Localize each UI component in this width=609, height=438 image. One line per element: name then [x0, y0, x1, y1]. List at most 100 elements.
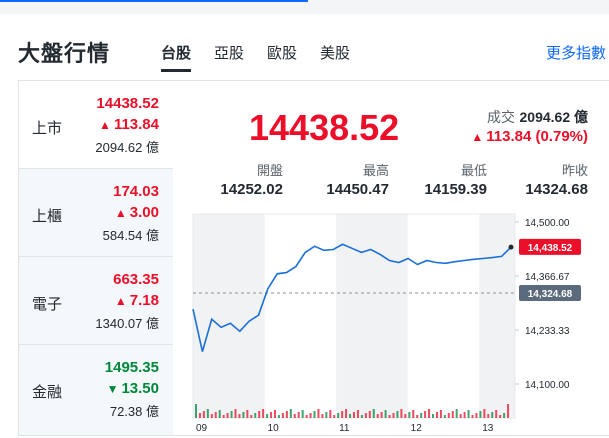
index-change-value: 13.50: [121, 380, 159, 397]
stat-label: 昨收: [561, 164, 588, 179]
index-price: 14438.52: [96, 95, 159, 112]
volume-bar: [250, 415, 253, 418]
index-price: 663.35: [113, 271, 159, 288]
stat-open: 開盤 14252.02: [213, 160, 283, 198]
stat-value: 14324.68: [525, 181, 588, 198]
index-volume: 584.54 億: [102, 228, 159, 243]
prev-close-tag: [519, 285, 581, 302]
x-tick-label: 11: [339, 423, 350, 434]
volume-bar: [368, 411, 371, 418]
index-detail: 14438.52 成交 2094.62 億 ▲ 113.84 (0.79%) 開盤…: [173, 81, 609, 435]
up-triangle-icon: ▲: [114, 294, 127, 308]
volume-bar: [507, 404, 510, 418]
stat-value: 14252.02: [220, 181, 283, 198]
hour-band: [336, 214, 408, 418]
volume-bar: [305, 415, 308, 418]
volume-bar: [392, 413, 395, 418]
volume-bar: [487, 414, 490, 418]
index-name: 金融: [32, 383, 63, 401]
y-tick-label: 14,233.33: [525, 326, 570, 337]
y-tick-label: 14,100.00: [525, 380, 570, 391]
volume-line: 成交 2094.62 億: [487, 107, 588, 127]
prev-close-tag-label: 14,324.68: [528, 289, 573, 300]
volume-bar: [432, 414, 434, 418]
tab-us[interactable]: 美股: [320, 44, 351, 62]
volume-bar: [254, 413, 257, 418]
volume-bar: [337, 413, 340, 418]
current-price-tag: [519, 238, 581, 255]
volume-label: 成交: [487, 110, 516, 126]
volume-bar: [246, 410, 249, 418]
index-change: ▼ 13.50: [107, 380, 159, 397]
stat-value: 14450.47: [326, 181, 389, 198]
volume-bar: [218, 410, 221, 418]
index-change: ▲ 113.84: [99, 116, 159, 133]
index-change-value: 7.18: [129, 292, 159, 309]
volume-bar: [356, 410, 359, 418]
stat-label: 最低: [460, 164, 487, 179]
volume-bar: [424, 411, 427, 418]
volume-bar: [475, 413, 478, 418]
volume-bar: [242, 412, 245, 418]
volume-bar: [499, 415, 502, 418]
volume-bar: [329, 410, 332, 418]
up-triangle-icon: ▲: [114, 206, 127, 220]
volume-bar: [309, 413, 312, 418]
volume-bar: [364, 413, 367, 418]
volume-bar: [400, 409, 403, 418]
volume-bar: [313, 411, 316, 418]
tab-europe[interactable]: 歐股: [267, 44, 298, 62]
sidebar-item-finance[interactable]: 金融 1495.35 ▼ 13.50 72.38 億: [19, 345, 173, 435]
volume-bar: [455, 409, 458, 418]
volume-bar: [412, 410, 415, 418]
volume-bar: [439, 410, 442, 418]
volume-bar: [471, 415, 474, 418]
volume-bar: [380, 412, 383, 418]
index-change-value: 3.00: [129, 204, 159, 221]
volume-value: 2094.62 億: [519, 109, 589, 125]
sidebar-item-electronics[interactable]: 電子 663.35 ▲ 7.18 1340.07 億: [19, 257, 173, 345]
intraday-chart-svg: 14,500.00 14,366.67 14,233.33 14,100.00 09 10…: [192, 213, 581, 434]
intraday-chart[interactable]: 14,500.00 14,366.67 14,233.33 14,100.00 09 10…: [173, 206, 609, 435]
stat-value: 14159.39: [424, 181, 487, 198]
index-change: ▲ 3.00: [115, 204, 159, 221]
volume-bar: [281, 413, 284, 418]
top-nav-bar: [0, 0, 609, 14]
down-triangle-icon: ▼: [106, 382, 119, 396]
hour-band: [193, 214, 265, 418]
more-indices-link[interactable]: 更多指數: [545, 44, 606, 62]
current-price: 14438.52: [249, 107, 400, 148]
volume-bar: [416, 415, 419, 418]
sidebar-item-listed[interactable]: 上市 14438.52 ▲ 113.84 2094.62 億: [19, 81, 173, 169]
index-change: ▲ 7.18: [115, 292, 159, 309]
volume-bar: [349, 414, 352, 418]
sidebar-item-otc[interactable]: 上櫃 174.03 ▲ 3.00 584.54 億: [19, 169, 173, 257]
volume-bar: [274, 410, 276, 418]
tab-tw[interactable]: 台股: [161, 42, 192, 72]
volume-bar: [428, 409, 431, 418]
volume-bar: [503, 413, 506, 418]
volume-bar: [495, 410, 498, 418]
index-sidebar: 上市 14438.52 ▲ 113.84 2094.62 億 上櫃 174.03 …: [19, 81, 173, 435]
volume-bar: [238, 414, 241, 418]
index-volume: 72.38 億: [109, 404, 159, 419]
volume-bar: [447, 413, 450, 418]
volume-bar: [463, 412, 466, 418]
index-name: 上市: [32, 119, 63, 137]
volume-bar: [404, 414, 407, 418]
volume-bar: [206, 409, 209, 418]
x-tick-label: 10: [268, 423, 280, 434]
y-tick-label: 14,500.00: [525, 218, 570, 229]
up-triangle-icon: ▲: [99, 118, 111, 132]
volume-bar: [384, 410, 387, 418]
volume-bar: [360, 415, 363, 418]
tab-asia[interactable]: 亞股: [214, 44, 245, 62]
volume-bar: [277, 415, 280, 418]
volume-bar: [467, 410, 470, 418]
up-triangle-icon: ▲: [471, 130, 484, 144]
volume-bar: [285, 411, 288, 418]
x-tick-label: 09: [196, 423, 208, 434]
page-title: 大盤行情: [18, 42, 111, 67]
volume-bar: [408, 412, 411, 418]
volume-bar: [258, 411, 261, 418]
